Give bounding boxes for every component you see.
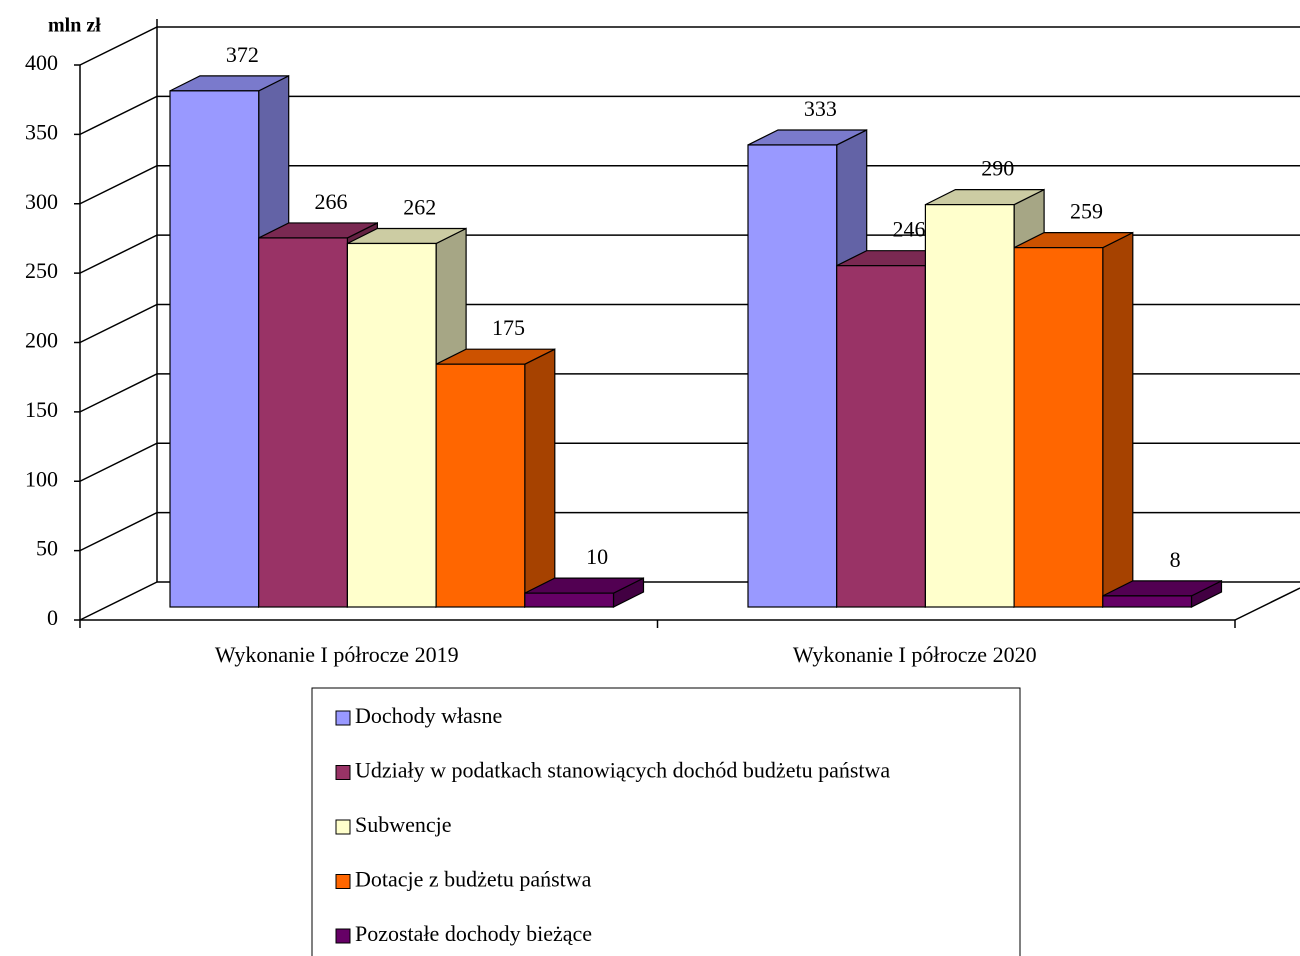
value-label: 290 bbox=[981, 156, 1014, 181]
bar-front bbox=[924, 204, 1015, 608]
y-tick-label: 200 bbox=[25, 328, 58, 353]
y-tick-label: 400 bbox=[25, 50, 58, 75]
bar bbox=[524, 577, 645, 608]
legend-box bbox=[311, 687, 1021, 956]
value-label: 266 bbox=[315, 189, 348, 214]
bar-front bbox=[524, 592, 615, 608]
y-tick-label: 50 bbox=[36, 536, 58, 561]
bar-front bbox=[346, 242, 437, 608]
y-axis-label: mln zł bbox=[48, 15, 101, 37]
grid-line bbox=[79, 165, 1300, 205]
y-tick-label: 300 bbox=[25, 189, 58, 214]
legend-label: Subwencje bbox=[355, 812, 452, 837]
legend-label: Dotacje z budżetu państwa bbox=[355, 867, 592, 892]
legend-swatch bbox=[335, 928, 351, 944]
y-tick-label: 350 bbox=[25, 119, 58, 144]
legend-label: Dochody własne bbox=[355, 703, 502, 728]
y-tick-label: 100 bbox=[25, 466, 58, 491]
bar-front bbox=[1013, 247, 1104, 608]
bar-side bbox=[524, 348, 556, 608]
bar-front bbox=[258, 237, 349, 608]
bar-front bbox=[836, 265, 927, 608]
legend-swatch bbox=[335, 710, 351, 726]
bar-front bbox=[169, 90, 260, 608]
x-tick-label: Wykonanie I półrocze 2019 bbox=[215, 642, 459, 667]
value-label: 262 bbox=[403, 195, 436, 220]
y-tick-label: 150 bbox=[25, 397, 58, 422]
bar-front bbox=[1102, 595, 1193, 608]
bar bbox=[435, 348, 556, 608]
legend-label: Udziały w podatkach stanowiących dochód … bbox=[355, 758, 890, 783]
bar bbox=[1013, 231, 1134, 608]
floor-right bbox=[1234, 587, 1300, 621]
grid-line bbox=[79, 26, 1300, 66]
bar-side bbox=[1102, 231, 1134, 608]
value-label: 259 bbox=[1070, 199, 1103, 224]
legend-swatch bbox=[335, 819, 351, 835]
value-label: 372 bbox=[226, 42, 259, 67]
bar-front bbox=[435, 363, 526, 608]
y-tick-label: 250 bbox=[25, 258, 58, 283]
grid-line bbox=[79, 95, 1300, 136]
value-label: 8 bbox=[1170, 547, 1181, 572]
bar bbox=[1102, 579, 1223, 608]
legend-swatch bbox=[335, 874, 351, 889]
grid-line bbox=[79, 234, 1300, 274]
value-label: 175 bbox=[492, 315, 525, 340]
bar-front bbox=[747, 144, 838, 608]
value-label: 246 bbox=[893, 217, 926, 242]
y-tick-label: 0 bbox=[47, 605, 58, 630]
value-label: 10 bbox=[586, 544, 608, 569]
legend-label: Pozostałe dochody bieżące bbox=[355, 921, 592, 946]
floor-left bbox=[79, 581, 158, 621]
legend-swatch bbox=[335, 765, 351, 780]
x-tick-label: Wykonanie I półrocze 2020 bbox=[793, 642, 1037, 667]
value-label: 333 bbox=[804, 96, 837, 121]
